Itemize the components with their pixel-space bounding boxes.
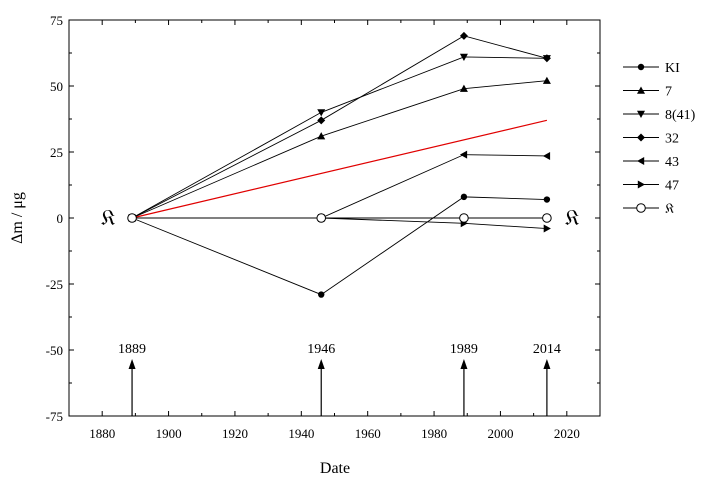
year-arrow-head: [543, 359, 551, 369]
series-line-2: [131, 56, 547, 219]
k-symbol-right: 𝔎: [565, 206, 579, 231]
legend-label: 7: [665, 85, 672, 100]
ticks-layer: 75 50 25 0 -25 -50 -75 1880 1900 1920 1940 1960 1980…: [46, 13, 601, 441]
year-annotation-label: 2014: [533, 342, 561, 357]
annotations-layer: 1889 1946 1989 2014: [118, 342, 561, 416]
x-tick-label: 2020: [554, 426, 580, 441]
legend-marker: [637, 180, 645, 189]
y-tick-label: 0: [57, 211, 64, 226]
legend-label: KI: [665, 61, 680, 76]
series-point-3: [542, 54, 551, 63]
series-point-1: [542, 76, 551, 84]
x-tick-label: 1920: [222, 426, 248, 441]
x-axis-title: Date: [320, 460, 350, 477]
x-tick-label: 1980: [421, 426, 447, 441]
series-point-5: [543, 224, 551, 233]
legend-marker: [637, 86, 645, 94]
series-point-2: [317, 109, 326, 117]
series-line-3: [131, 35, 548, 219]
legend-label: 𝔎: [665, 202, 674, 217]
series-point-6: [316, 213, 327, 223]
y-tick-label: -25: [46, 277, 63, 292]
legend-marker: [637, 110, 645, 118]
series-line-5: [132, 217, 547, 230]
legend-marker: [637, 133, 645, 142]
x-tick-label: 1880: [89, 426, 115, 441]
legend-marker: [637, 157, 645, 165]
year-arrow-head: [317, 359, 325, 369]
legend-marker: [636, 203, 646, 213]
x-tick-label: 2000: [487, 426, 513, 441]
legend-marker: [637, 63, 645, 71]
series-point-0: [543, 196, 551, 203]
series-point-6: [459, 213, 469, 223]
y-axis-title: Δm / μg: [9, 192, 26, 244]
series-point-6: [542, 213, 552, 223]
series-point-4: [459, 150, 468, 159]
year-annotation-label: 1946: [307, 342, 335, 357]
y-tick-label: -75: [46, 409, 63, 424]
legend-label: 43: [665, 155, 679, 170]
legend: KI 7 8(41) 32 43 47 𝔎: [623, 61, 696, 217]
series-line-0: [131, 196, 547, 296]
x-tick-label: 1900: [156, 426, 182, 441]
series-point-6: [127, 213, 137, 223]
series-point-3: [459, 31, 468, 40]
trend-line: [131, 119, 548, 219]
x-tick-label: 1960: [355, 426, 381, 441]
series-point-2: [459, 53, 468, 61]
legend-label: 32: [665, 132, 679, 147]
year-annotation-label: 1989: [450, 342, 478, 357]
legend-label: 8(41): [665, 108, 696, 123]
series-point-0: [460, 193, 468, 201]
series-point-1: [459, 84, 468, 92]
y-tick-label: 50: [50, 79, 63, 94]
series-point-1: [317, 132, 326, 140]
y-tick-label: 25: [50, 145, 63, 160]
year-arrow-head: [128, 359, 136, 369]
k-symbol-left: 𝔎: [101, 206, 115, 231]
x-tick-label: 1940: [288, 426, 314, 441]
legend-label: 47: [665, 179, 679, 194]
series-point-0: [318, 291, 325, 298]
year-annotation-label: 1889: [118, 342, 146, 357]
y-tick-label: -50: [46, 343, 63, 358]
series-point-3: [317, 116, 326, 125]
series-line-1: [131, 80, 547, 219]
y-tick-label: 75: [50, 13, 63, 28]
series-layer: [127, 31, 552, 298]
year-arrow-head: [460, 359, 468, 369]
series-point-4: [542, 151, 551, 160]
